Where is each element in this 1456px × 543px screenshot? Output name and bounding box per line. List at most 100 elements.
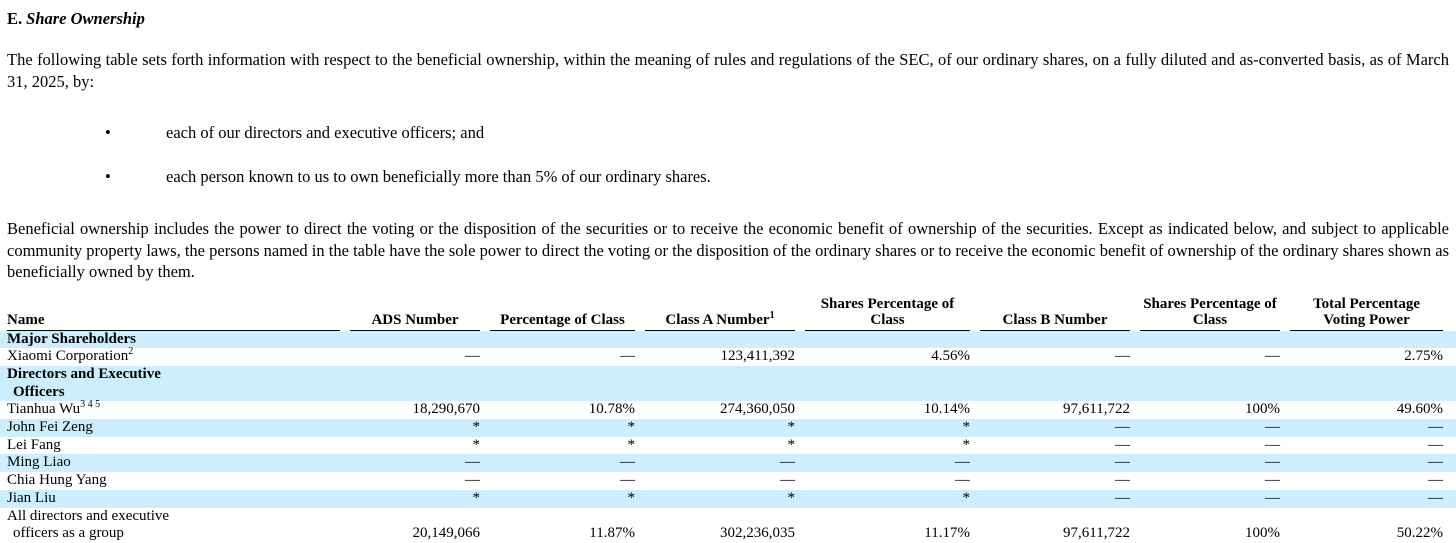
value-cell: *	[627, 489, 636, 506]
value-cell: —	[1265, 436, 1280, 453]
value-cell	[480, 331, 635, 349]
name-cell: John Fei Zeng	[7, 419, 93, 436]
intro-paragraph: The following table sets forth informati…	[7, 50, 1449, 91]
name-cell: All directors and executive officers as a…	[7, 507, 170, 542]
value-cell: —	[1265, 472, 1280, 489]
bullet-text: each of our directors and executive offi…	[166, 123, 485, 142]
value-cell: 10.78%	[588, 401, 635, 418]
value-cell: —	[465, 348, 480, 365]
value-cell: —	[780, 454, 795, 471]
name-cell: Directors and Executive Officers	[7, 365, 161, 400]
value-cell: 97,611,722	[1063, 525, 1130, 542]
name-cell: Xiaomi Corporation2	[7, 346, 134, 365]
value-cell: —	[1428, 489, 1443, 506]
value-cell	[1280, 366, 1456, 401]
value-cell: —	[1115, 454, 1130, 471]
value-cell: 20,149,066	[412, 525, 481, 542]
value-cell: *	[962, 436, 971, 453]
column-header: Class B Number	[970, 296, 1130, 331]
value-cell: —	[1265, 454, 1280, 471]
value-cell: —	[620, 454, 635, 471]
bullet-list: • each of our directors and executive off…	[0, 122, 1456, 187]
table-row: John Fei Zeng * * * * — — —	[0, 419, 1456, 437]
section-letter: E.	[7, 9, 23, 28]
value-cell: *	[627, 419, 636, 436]
value-cell: —	[1115, 489, 1130, 506]
section-title: Share Ownership	[26, 9, 145, 28]
value-cell: *	[962, 419, 971, 436]
table-row: Ming Liao — — — — — — —	[0, 454, 1456, 473]
value-cell: 11.17%	[924, 525, 970, 542]
table-row: Tianhua Wu3 4 5 18,290,670 10.78% 274,360,0…	[0, 400, 1456, 419]
value-cell: —	[1115, 436, 1130, 453]
value-cell	[635, 331, 795, 349]
value-cell: —	[1428, 436, 1443, 453]
value-cell: 274,360,050	[720, 401, 795, 418]
value-cell: —	[955, 454, 970, 471]
column-header: ADS Number	[340, 296, 480, 331]
value-cell: 18,290,670	[412, 401, 481, 418]
table-row: All directors and executive officers as a…	[0, 508, 1456, 543]
value-cell: —	[1265, 489, 1280, 506]
value-cell	[795, 366, 970, 401]
name-cell: Lei Fang	[7, 436, 61, 453]
value-cell: *	[787, 436, 796, 453]
value-cell	[1130, 366, 1280, 401]
value-cell: 123,411,392	[720, 348, 795, 365]
column-header: Name	[0, 296, 340, 331]
value-cell: 302,236,035	[720, 525, 795, 542]
table-row: Jian Liu * * * * — — —	[0, 489, 1456, 508]
value-cell: —	[465, 472, 480, 489]
list-item: • each person known to us to own benefici…	[0, 166, 1456, 188]
value-cell: —	[1428, 454, 1443, 471]
value-cell: 97,611,722	[1063, 401, 1130, 418]
ownership-table: Name ADS Number Percentage of Class Class A…	[0, 296, 1456, 543]
value-cell: 4.56%	[931, 348, 970, 365]
value-cell: —	[955, 472, 970, 489]
value-cell: *	[962, 489, 971, 506]
column-header: Class A Number1	[635, 296, 795, 331]
value-cell: —	[1115, 419, 1130, 436]
list-item: • each of our directors and executive off…	[0, 122, 1456, 144]
header-row: Name ADS Number Percentage of Class Class A…	[0, 296, 1456, 331]
value-cell: *	[787, 489, 796, 506]
value-cell: —	[620, 348, 635, 365]
value-cell: —	[780, 472, 795, 489]
value-cell	[795, 331, 970, 349]
value-cell	[1130, 331, 1280, 349]
value-cell: 11.87%	[589, 525, 635, 542]
bullet-icon: •	[105, 166, 111, 186]
value-cell	[1280, 331, 1456, 349]
value-cell: 100%	[1245, 401, 1280, 418]
value-cell: 2.75%	[1404, 348, 1443, 365]
table-row: Chia Hung Yang — — — — — — —	[0, 472, 1456, 490]
value-cell: *	[472, 436, 481, 453]
name-cell: Major Shareholders	[7, 330, 137, 347]
name-cell: Chia Hung Yang	[7, 472, 107, 489]
column-header: Shares Percentage of Class	[1130, 296, 1280, 331]
bullet-icon: •	[105, 123, 111, 142]
value-cell: *	[627, 436, 636, 453]
body-paragraph: Beneficial ownership includes the power …	[7, 219, 1449, 281]
column-header: Total Percentage Voting Power	[1280, 296, 1456, 331]
name-cell: Jian Liu	[7, 489, 56, 506]
value-cell: —	[1428, 472, 1443, 489]
value-cell	[340, 331, 480, 349]
column-header: Percentage of Class	[480, 296, 635, 331]
table-row: Xiaomi Corporation2 — — 123,411,392 4.56% — — 2…	[0, 346, 1456, 366]
column-header: Shares Percentage of Class	[795, 296, 970, 331]
value-cell: *	[472, 419, 481, 436]
value-cell: —	[465, 454, 480, 471]
value-cell: 49.60%	[1396, 401, 1443, 418]
value-cell: —	[1265, 348, 1280, 365]
value-cell: —	[1115, 348, 1130, 365]
value-cell	[970, 366, 1130, 401]
value-cell: —	[1428, 419, 1443, 436]
value-cell: *	[472, 489, 481, 506]
value-cell	[635, 366, 795, 401]
value-cell	[340, 366, 480, 401]
name-cell: Ming Liao	[7, 454, 71, 471]
value-cell: —	[620, 472, 635, 489]
value-cell: *	[787, 419, 796, 436]
